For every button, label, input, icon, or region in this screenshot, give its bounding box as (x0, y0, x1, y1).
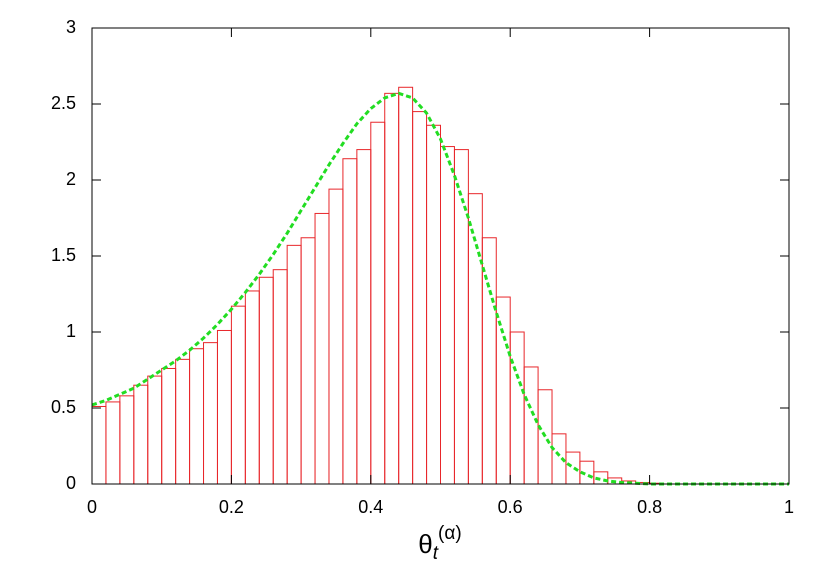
bar (175, 358, 191, 485)
bar (537, 389, 553, 485)
x-tick-label: 0 (87, 497, 97, 517)
x-axis-label: θt(α) (418, 523, 461, 564)
bar (189, 348, 205, 485)
bar (286, 244, 302, 485)
bar (133, 384, 149, 485)
bar (440, 146, 455, 485)
bar (398, 86, 414, 485)
bar (565, 451, 581, 485)
x-label-sup: (α) (438, 523, 462, 544)
bar (356, 149, 372, 485)
y-tick-label: 2.5 (51, 93, 76, 113)
x-label-base: θ (418, 529, 432, 559)
bar (203, 342, 218, 485)
bar (91, 405, 107, 485)
bar (495, 296, 511, 485)
x-tick-label: 0.2 (219, 497, 244, 517)
bar (481, 237, 497, 485)
bar (384, 92, 400, 485)
bar (258, 276, 274, 485)
x-label-sub: t (433, 543, 439, 564)
y-tick-label: 2 (66, 169, 76, 189)
bar (300, 237, 316, 485)
fit-curve (91, 91, 789, 486)
y-tick-label: 1.5 (51, 245, 76, 265)
bar (342, 158, 358, 485)
x-tick-label: 0.4 (358, 497, 383, 517)
bar (119, 395, 135, 485)
x-tick-label: 0.6 (498, 497, 523, 517)
bar (216, 329, 232, 485)
x-tick-label: 0.8 (637, 497, 662, 517)
y-tick-label: 3 (66, 17, 76, 37)
bar (370, 121, 386, 485)
y-tick-label: 1 (66, 321, 76, 341)
bar (230, 305, 246, 485)
bar (105, 401, 121, 485)
bar (147, 375, 163, 485)
bar (161, 367, 177, 485)
bar (509, 331, 525, 485)
bar (426, 124, 441, 485)
x-tick-label: 1 (784, 497, 794, 517)
y-tick-label: 0 (66, 473, 76, 493)
bar (412, 111, 428, 485)
bar (272, 269, 288, 485)
y-tick-label: 0.5 (51, 397, 76, 417)
bar (244, 290, 260, 485)
bar (328, 188, 344, 485)
bar (314, 212, 330, 485)
bar (523, 366, 539, 485)
